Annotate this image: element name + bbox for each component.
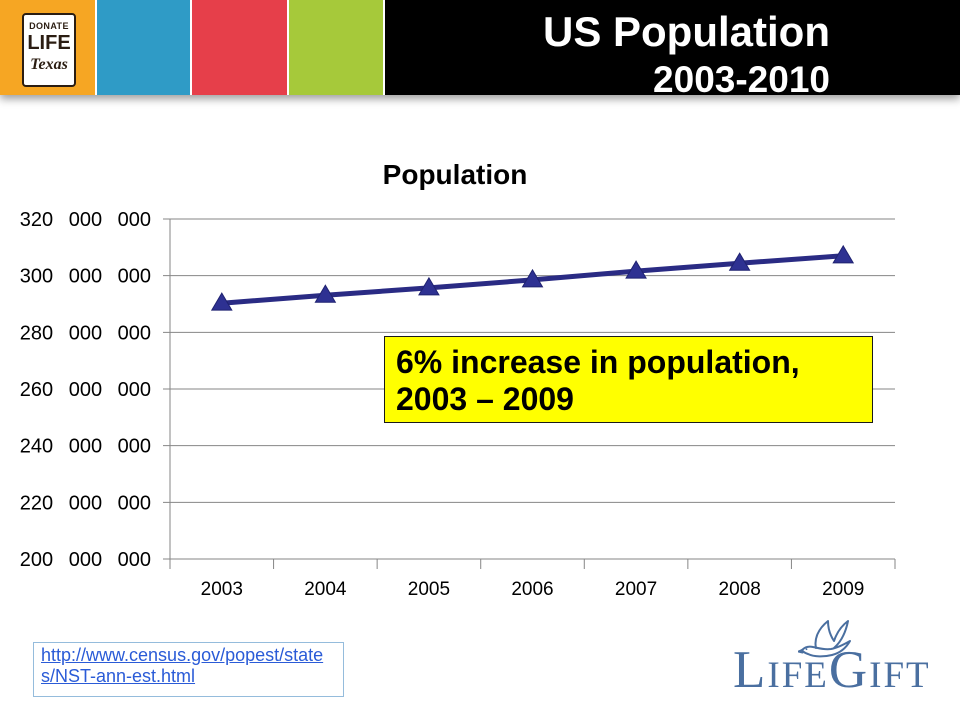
source-link-line-2[interactable]: s/NST-ann-est.html (41, 666, 196, 686)
donate-life-texas-logo: DONATE LIFE Texas (22, 13, 76, 87)
x-tick-label: 2006 (511, 579, 553, 600)
data-point (521, 268, 544, 288)
y-tick-label: 260 000 000 (20, 379, 151, 401)
chart-canvas: Population 200 000 000 220 000 000 240 000… (20, 159, 896, 600)
color-block-red (192, 0, 287, 95)
data-point (728, 252, 751, 271)
lifegift-wordmark: LifeGift (733, 641, 931, 699)
population-chart: Population 200 000 000 220 000 000 240 000… (0, 140, 960, 620)
annotation-callout: 6% increase in population, 2003 – 2009 (384, 336, 873, 423)
title-band (385, 0, 960, 95)
y-tick-label: 320 000 000 (20, 209, 151, 231)
y-tick-label: 200 000 000 (20, 549, 151, 571)
callout-line-1: 6% increase in population, (396, 344, 800, 380)
x-tick-label: 2004 (304, 579, 347, 600)
slide-title: US Population (543, 8, 830, 55)
slide-subtitle: 2003-2010 (653, 59, 830, 100)
y-tick-label: 300 000 000 (20, 266, 151, 288)
data-point (625, 260, 647, 279)
callout-line-2: 2003 – 2009 (396, 381, 574, 417)
y-tick-label: 280 000 000 (20, 322, 151, 344)
data-point (314, 284, 337, 303)
x-tick-label: 2007 (615, 579, 657, 600)
logo-donate-text: DONATE (29, 21, 69, 31)
logo-life-text: LIFE (27, 32, 71, 54)
x-tick-label: 2009 (822, 579, 864, 600)
color-block-green (289, 0, 383, 95)
chart-title: Population (383, 159, 528, 190)
y-tick-label: 220 000 000 (20, 492, 151, 514)
slide-header: DONATE LIFE Texas US Population 2003-201… (0, 0, 960, 100)
logo-texas-text: Texas (30, 56, 68, 73)
color-block-blue (97, 0, 190, 95)
x-tick-label: 2005 (408, 579, 450, 600)
census-source-link[interactable]: http://www.census.gov/popest/state s/NST… (41, 645, 343, 687)
x-tick-label: 2003 (201, 579, 243, 600)
source-link-box: http://www.census.gov/popest/state s/NST… (33, 642, 344, 697)
y-tick-label: 240 000 000 (20, 436, 151, 458)
data-point (418, 276, 440, 296)
source-link-line-1[interactable]: http://www.census.gov/popest/state (41, 645, 324, 665)
data-point (832, 244, 855, 264)
x-tick-label: 2008 (719, 579, 761, 600)
data-point (210, 292, 233, 311)
dove-icon (798, 620, 851, 658)
